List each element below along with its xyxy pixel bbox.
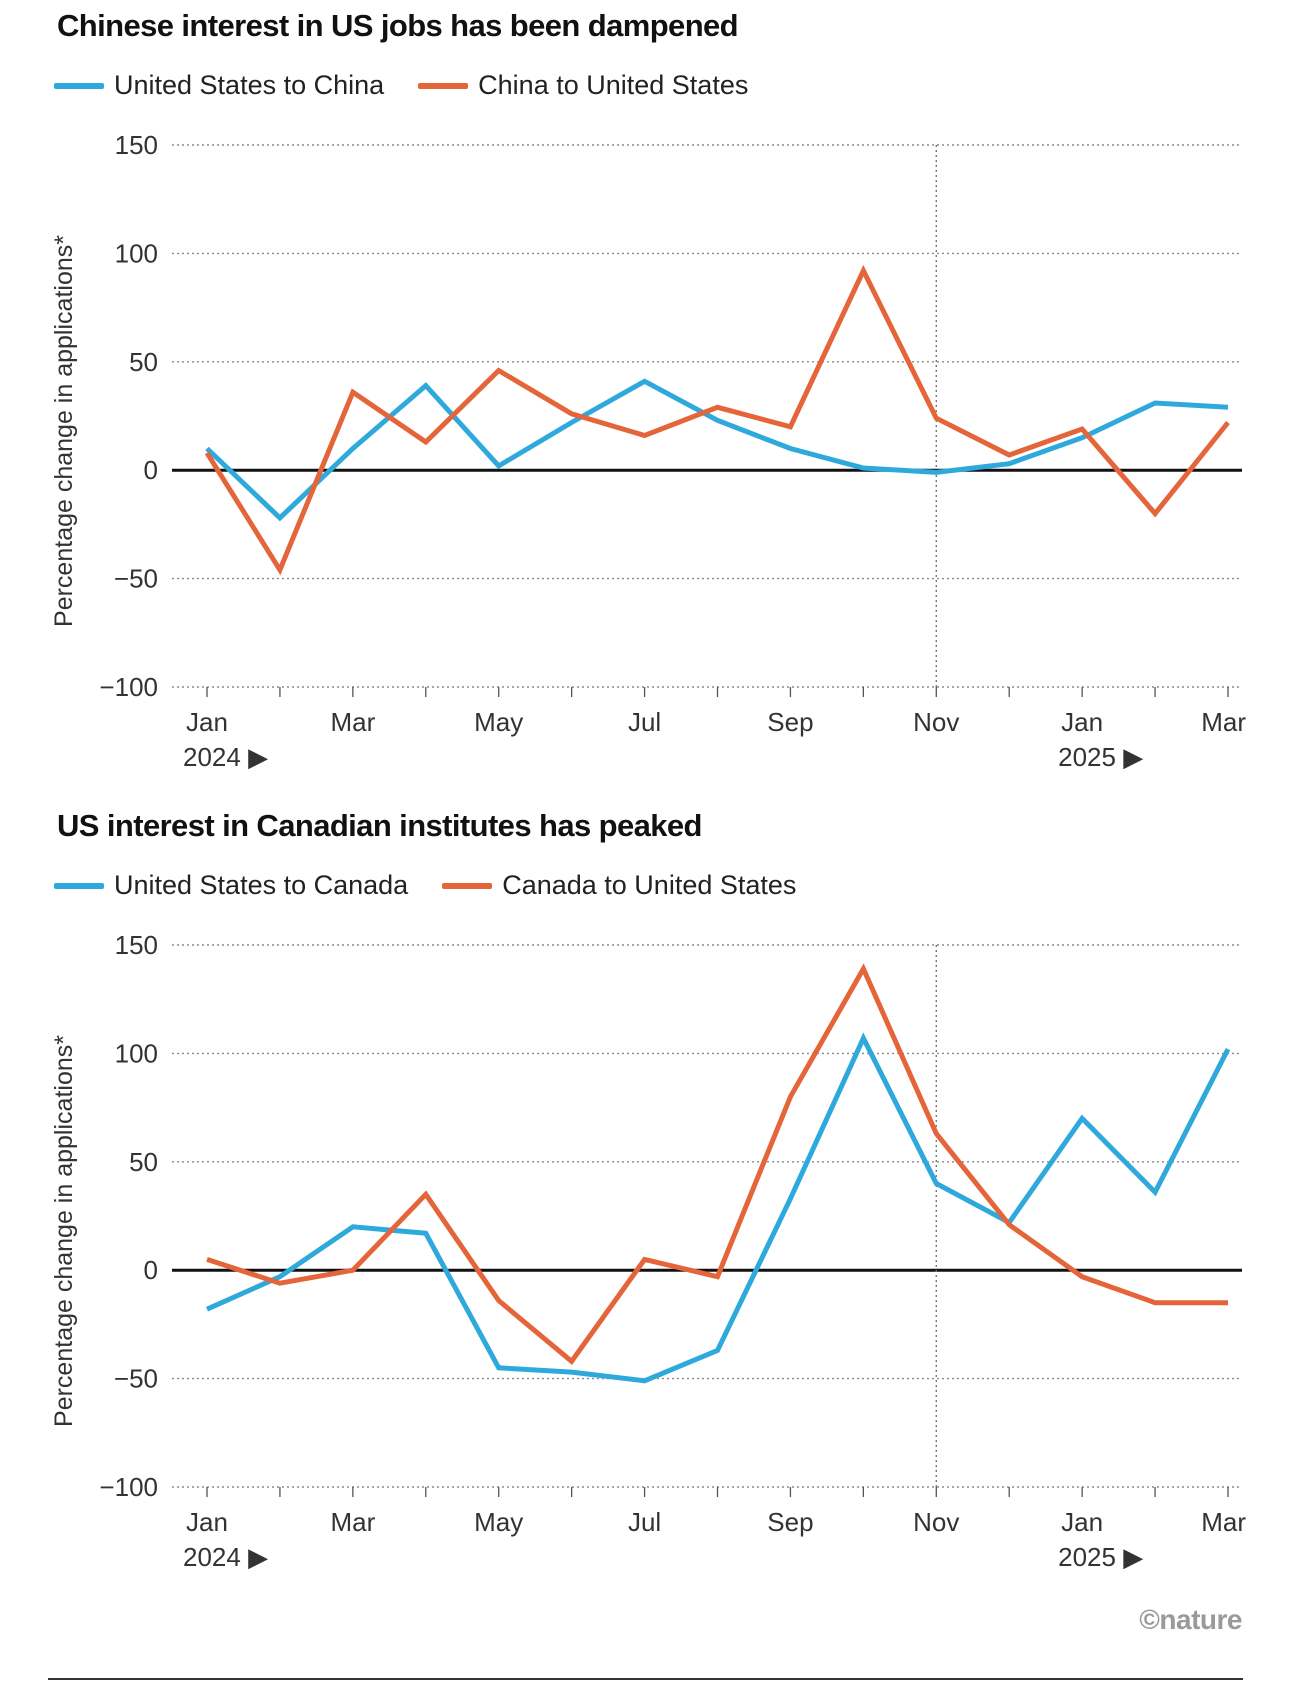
y-tick-label: 150 <box>115 130 158 160</box>
footer-divider <box>48 1678 1243 1680</box>
legend-swatch <box>442 882 493 889</box>
legend-label: United States to Canada <box>114 870 409 900</box>
x-tick-label: May <box>474 707 523 737</box>
x-tick-label: Jan <box>1061 707 1103 737</box>
legend-label: China to United States <box>478 70 749 100</box>
line-chart: 150 100 50 0 −50 −100 Jan Mar May Jul Sep Nov Jan Mar… <box>50 130 1246 772</box>
legend-swatch <box>54 82 104 89</box>
y-tick-label: 100 <box>115 238 158 268</box>
year-label: 2025 ▶ <box>1058 1542 1143 1572</box>
x-tick-label: Mar <box>330 707 375 737</box>
y-tick-label: 150 <box>115 930 158 960</box>
chart-title: US interest in Canadian institutes has p… <box>57 808 702 843</box>
legend-swatch <box>54 882 104 889</box>
y-tick-label: 100 <box>115 1038 158 1068</box>
y-tick-label: −100 <box>99 1472 158 1502</box>
x-tick-label: Jan <box>186 707 228 737</box>
y-axis-title: Percentage change in applications* <box>50 1035 78 1427</box>
nature-logo: ©nature <box>1139 1604 1242 1635</box>
year-label: 2025 ▶ <box>1058 742 1143 772</box>
series-line-orange <box>206 963 1228 1365</box>
y-axis-title: Percentage change in applications* <box>50 235 78 627</box>
y-tick-label: 50 <box>129 1147 158 1177</box>
x-tick-label: May <box>474 1507 523 1537</box>
x-tick-label: Mar <box>330 1507 375 1537</box>
y-tick-label: −50 <box>114 564 158 594</box>
series-line-orange <box>204 264 1230 576</box>
y-tick-label: 0 <box>144 1255 158 1285</box>
x-tick-label: Nov <box>913 707 959 737</box>
x-tick-label: Sep <box>767 707 813 737</box>
chart-panel-2: US interest in Canadian institutes has p… <box>0 800 1290 1600</box>
y-tick-label: 50 <box>129 347 158 377</box>
chart-title: Chinese interest in US jobs has been dam… <box>57 8 739 43</box>
year-label: 2024 ▶ <box>183 1542 268 1572</box>
x-tick-label: Sep <box>767 1507 813 1537</box>
legend-label: Canada to United States <box>502 870 797 900</box>
legend-item-china-to-us: China to United States <box>418 70 748 101</box>
x-tick-label: Jan <box>186 1507 228 1537</box>
x-tick-label: Jul <box>628 1507 661 1537</box>
y-tick-label: −100 <box>99 672 158 702</box>
x-tick-label: Mar <box>1201 707 1246 737</box>
x-tick-label: Jan <box>1061 1507 1103 1537</box>
legend-swatch <box>418 82 469 89</box>
x-tick-label: Jul <box>628 707 661 737</box>
legend-item-us-to-canada: United States to Canada <box>54 870 408 901</box>
x-tick-label: Mar <box>1201 1507 1246 1537</box>
legend-item-canada-to-us: Canada to United States <box>442 870 796 901</box>
y-tick-label: 0 <box>144 455 158 485</box>
legend-label: United States to China <box>114 70 385 100</box>
chart-panel-1: Chinese interest in US jobs has been dam… <box>0 0 1290 800</box>
legend: United States to China China to United S… <box>54 70 782 101</box>
line-chart: 150 100 50 0 −50 −100 Jan Mar May Jul Sep Nov Jan Mar… <box>50 930 1246 1572</box>
series-line-blue <box>205 1032 1231 1384</box>
year-label: 2024 ▶ <box>183 742 268 772</box>
legend-item-us-to-china: United States to China <box>54 70 384 101</box>
series-line-blue <box>205 378 1229 522</box>
x-tick-label: Nov <box>913 1507 959 1537</box>
legend: United States to Canada Canada to United… <box>54 870 830 901</box>
y-tick-label: −50 <box>114 1364 158 1394</box>
